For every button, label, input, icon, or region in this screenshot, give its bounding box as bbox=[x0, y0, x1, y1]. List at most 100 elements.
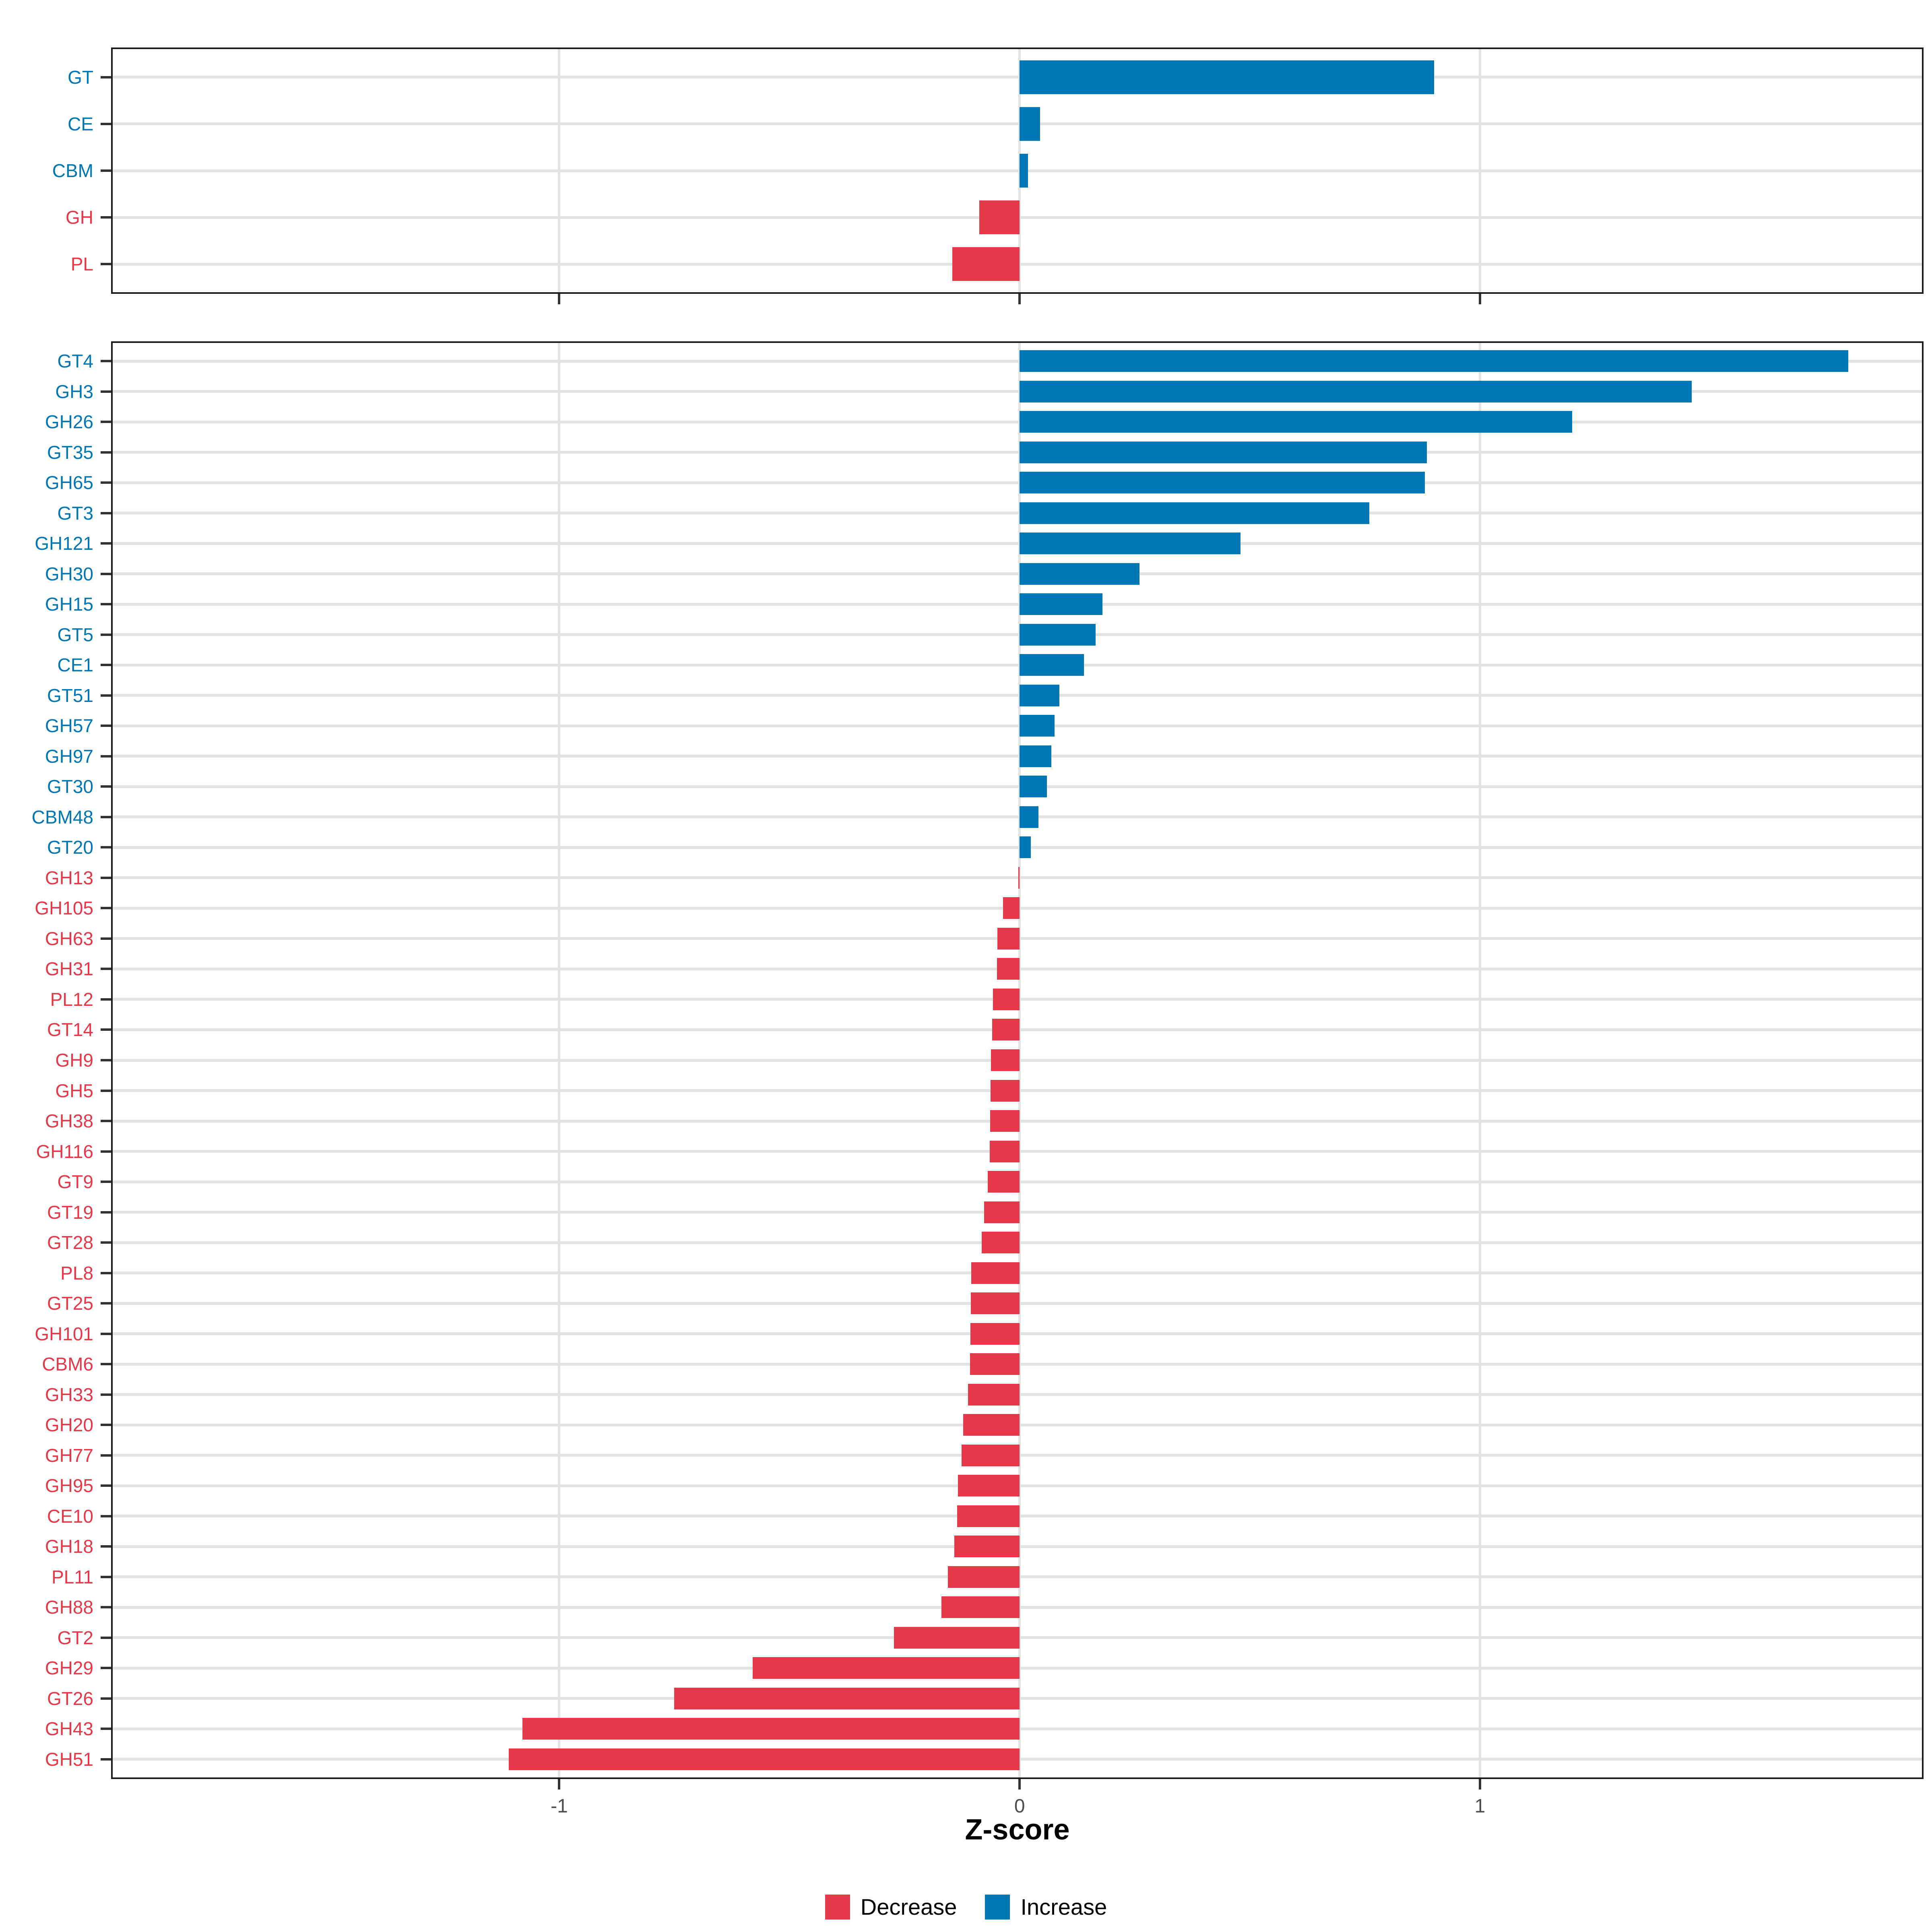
y-axis-tick bbox=[101, 76, 111, 78]
x-tick-label: 0 bbox=[1014, 1796, 1025, 1817]
bar-gh bbox=[979, 200, 1020, 235]
y-label-gh18: GH18 bbox=[45, 1536, 93, 1557]
bar-ce bbox=[1020, 107, 1040, 141]
h-gridline bbox=[113, 633, 1922, 636]
y-label-gh: GH bbox=[66, 207, 93, 228]
h-gridline bbox=[113, 420, 1922, 423]
h-gridline bbox=[113, 663, 1922, 667]
bar-gt4 bbox=[1020, 350, 1848, 372]
y-label-gh38: GH38 bbox=[45, 1110, 93, 1132]
y-label-pl12: PL12 bbox=[50, 989, 93, 1010]
y-label-gh57: GH57 bbox=[45, 715, 93, 737]
y-label-pl: PL bbox=[70, 254, 93, 275]
y-axis-tick bbox=[101, 876, 111, 879]
bar-gh20 bbox=[963, 1414, 1020, 1436]
y-axis-tick bbox=[101, 1028, 111, 1031]
y-label-gh9: GH9 bbox=[55, 1050, 93, 1071]
y-label-gh101: GH101 bbox=[35, 1323, 93, 1344]
y-axis-tick bbox=[101, 169, 111, 172]
y-axis-tick bbox=[101, 1393, 111, 1396]
y-label-gh29: GH29 bbox=[45, 1657, 93, 1679]
bar-cbm48 bbox=[1020, 806, 1039, 828]
h-gridline bbox=[113, 724, 1922, 727]
y-axis-tick bbox=[101, 1424, 111, 1426]
x-axis-tick bbox=[1478, 1779, 1481, 1790]
y-label-gh88: GH88 bbox=[45, 1597, 93, 1618]
y-axis-tick bbox=[101, 603, 111, 606]
bar-gh13 bbox=[1018, 867, 1020, 889]
legend: Decrease Increase bbox=[0, 1894, 1932, 1920]
h-gridline bbox=[113, 815, 1922, 819]
y-label-gt19: GT19 bbox=[47, 1201, 93, 1223]
bar-gt26 bbox=[674, 1687, 1020, 1709]
y-label-cbm48: CBM48 bbox=[31, 806, 93, 828]
y-axis-tick bbox=[101, 1120, 111, 1123]
y-axis-tick bbox=[101, 122, 111, 125]
y-axis-tick bbox=[101, 542, 111, 545]
y-axis-tick bbox=[101, 1211, 111, 1214]
bar-ce10 bbox=[957, 1505, 1020, 1527]
y-label-gt9: GT9 bbox=[57, 1171, 93, 1193]
bar-gh63 bbox=[997, 927, 1020, 949]
legend-item-increase: Increase bbox=[985, 1894, 1107, 1920]
y-axis-tick bbox=[101, 724, 111, 727]
bar-gh15 bbox=[1020, 593, 1103, 615]
bar-gh3 bbox=[1020, 380, 1692, 402]
y-label-gh13: GH13 bbox=[45, 867, 93, 888]
bar-gt14 bbox=[992, 1019, 1020, 1041]
x-axis-tick bbox=[1478, 294, 1481, 304]
y-axis-tick bbox=[101, 451, 111, 454]
bar-gh51 bbox=[508, 1748, 1020, 1770]
y-label-gh15: GH15 bbox=[45, 594, 93, 615]
y-label-gt2: GT2 bbox=[57, 1627, 93, 1648]
decrease-swatch-icon bbox=[825, 1894, 850, 1920]
bar-gh116 bbox=[989, 1140, 1020, 1162]
bar-gt28 bbox=[982, 1232, 1020, 1254]
v-gridline bbox=[1478, 343, 1481, 1777]
y-axis-tick bbox=[101, 1363, 111, 1366]
bar-gh31 bbox=[997, 958, 1020, 980]
bar-gh18 bbox=[954, 1536, 1020, 1558]
y-label-gt35: GT35 bbox=[47, 442, 93, 463]
y-axis-tick bbox=[101, 1089, 111, 1092]
y-label-gt25: GT25 bbox=[47, 1293, 93, 1314]
y-axis-tick bbox=[101, 1241, 111, 1244]
h-gridline bbox=[113, 572, 1922, 576]
h-gridline bbox=[113, 846, 1922, 849]
y-label-gh95: GH95 bbox=[45, 1475, 93, 1496]
bar-gt2 bbox=[894, 1627, 1020, 1649]
legend-label-increase: Increase bbox=[1020, 1894, 1107, 1920]
y-axis-tick bbox=[101, 216, 111, 219]
y-axis-tick bbox=[101, 1636, 111, 1639]
y-axis-tick bbox=[101, 846, 111, 849]
h-gridline bbox=[113, 512, 1922, 515]
bar-gt25 bbox=[970, 1292, 1020, 1315]
x-axis-tick bbox=[558, 1779, 561, 1790]
h-gridline bbox=[113, 542, 1922, 545]
y-label-gh97: GH97 bbox=[45, 745, 93, 767]
y-axis-tick bbox=[101, 1332, 111, 1335]
h-gridline bbox=[113, 481, 1922, 484]
y-label-ce: CE bbox=[68, 113, 93, 134]
y-label-cbm: CBM bbox=[52, 160, 93, 181]
y-label-gh51: GH51 bbox=[45, 1748, 93, 1770]
y-axis-tick bbox=[101, 1515, 111, 1517]
y-axis-tick bbox=[101, 755, 111, 758]
y-axis-tick bbox=[101, 263, 111, 266]
bar-gt20 bbox=[1020, 836, 1031, 859]
h-gridline bbox=[113, 785, 1922, 788]
panel-category-level bbox=[111, 47, 1924, 294]
y-label-gh65: GH65 bbox=[45, 472, 93, 493]
y-axis-tick bbox=[101, 1150, 111, 1153]
legend-label-decrease: Decrease bbox=[860, 1894, 957, 1920]
y-label-gh116: GH116 bbox=[36, 1141, 93, 1162]
v-gridline bbox=[1018, 343, 1021, 1777]
y-label-pl8: PL8 bbox=[60, 1262, 93, 1284]
y-label-gt30: GT30 bbox=[47, 776, 93, 797]
y-axis-tick bbox=[101, 1606, 111, 1609]
bar-pl8 bbox=[971, 1262, 1020, 1284]
y-label-gh31: GH31 bbox=[45, 958, 93, 980]
bar-cbm bbox=[1020, 154, 1028, 188]
y-label-gt51: GT51 bbox=[47, 685, 93, 706]
